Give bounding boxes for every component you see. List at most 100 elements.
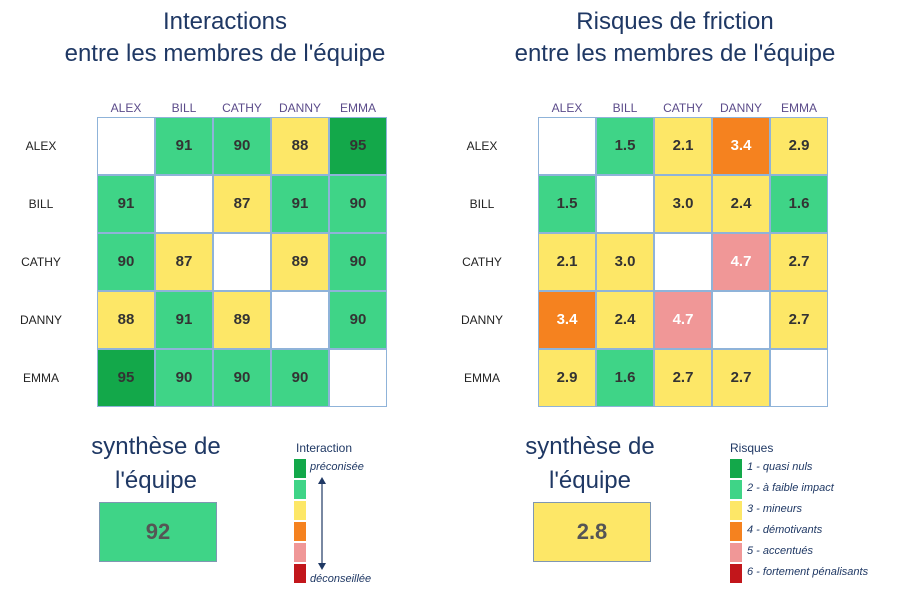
row-header: BILL	[438, 175, 538, 233]
friction-title-line1: Risques de friction	[576, 8, 774, 35]
heatmap-cell-empty	[770, 349, 828, 407]
row-header: EMMA	[0, 349, 97, 407]
legend-swatch-level5	[294, 543, 306, 562]
heatmap-cell: 95	[97, 349, 155, 407]
friction-panel: Risques de friction entre les membres de…	[450, 0, 900, 598]
column-header: CATHY	[222, 101, 262, 115]
heatmap-cell: 4.7	[654, 291, 712, 349]
legend-swatch-level4	[730, 522, 742, 541]
row-header-label: DANNY	[460, 313, 503, 327]
heatmap-cell: 90	[213, 117, 271, 175]
heatmap-cell-empty	[596, 175, 654, 233]
synthesis-label-line2: l'équipe	[115, 467, 197, 494]
heatmap-cell-empty	[329, 349, 387, 407]
row-header: BILL	[0, 175, 97, 233]
heatmap-cell: 2.7	[770, 291, 828, 349]
friction-synthesis-value: 2.8	[533, 502, 651, 562]
column-header: DANNY	[719, 101, 762, 115]
heatmap-cell: 90	[155, 349, 213, 407]
legend-swatch-level2	[294, 480, 306, 499]
legend-swatch-level1	[294, 459, 306, 478]
heatmap-cell: 87	[155, 233, 213, 291]
heatmap-cell: 89	[213, 291, 271, 349]
heatmap-cell: 87	[213, 175, 271, 233]
heatmap-cell: 2.4	[712, 175, 770, 233]
row-header-label: CATHY	[462, 255, 502, 269]
row-header: ALEX	[0, 117, 97, 175]
row-header-label: BILL	[28, 197, 54, 211]
legend-swatch-level1	[730, 459, 742, 478]
heatmap-cell: 95	[329, 117, 387, 175]
friction-legend-title: Risques	[730, 441, 774, 455]
heatmap-cell: 2.9	[770, 117, 828, 175]
column-header: CATHY	[663, 101, 703, 115]
legend-swatch-level6	[730, 564, 742, 583]
legend-swatch-level5	[730, 543, 742, 562]
legend-swatch-level3	[294, 501, 306, 520]
row-header: ALEX	[438, 117, 538, 175]
synthesis-label-line1: synthèse de	[525, 433, 655, 460]
synthesis-label-line1: synthèse de	[91, 433, 221, 460]
column-header: BILL	[612, 101, 638, 115]
heatmap-cell: 3.4	[538, 291, 596, 349]
heatmap-cell-empty	[213, 233, 271, 291]
heatmap-cell: 3.0	[596, 233, 654, 291]
interactions-synthesis-label: synthèse de l'équipe	[56, 430, 256, 498]
interactions-title-line1: Interactions	[162, 8, 288, 35]
heatmap-cell: 89	[271, 233, 329, 291]
interactions-synthesis-value: 92	[99, 502, 217, 562]
heatmap-cell-empty	[155, 175, 213, 233]
interactions-title: Interactions entre les membres de l'équi…	[0, 6, 450, 70]
heatmap-cell: 90	[97, 233, 155, 291]
row-header-label: BILL	[469, 197, 495, 211]
column-header: DANNY	[278, 101, 321, 115]
row-header: CATHY	[0, 233, 97, 291]
synthesis-label-line2: l'équipe	[549, 467, 631, 494]
legend-swatch-level3	[730, 501, 742, 520]
heatmap-cell: 1.6	[770, 175, 828, 233]
heatmap-cell: 90	[329, 175, 387, 233]
heatmap-cell: 2.9	[538, 349, 596, 407]
heatmap-cell: 1.6	[596, 349, 654, 407]
legend-swatch-level4	[294, 522, 306, 541]
row-header: EMMA	[438, 349, 538, 407]
legend-label-recommended: préconisée	[310, 461, 364, 473]
column-header: EMMA	[340, 101, 376, 115]
interactions-heatmap: ALEX BILL CATHY DANNY EMMA ALEX BILL CATHY DANNY…	[20, 101, 387, 407]
heatmap-cell: 91	[155, 117, 213, 175]
heatmap-cell: 4.7	[712, 233, 770, 291]
row-header-label: ALEX	[466, 139, 498, 153]
row-header-label: ALEX	[25, 139, 57, 153]
legend-label: 6 - fortement pénalisants	[747, 566, 869, 578]
legend-label-discouraged: déconseillée	[310, 573, 372, 585]
heatmap-cell-empty	[654, 233, 712, 291]
heatmap-cell: 2.7	[654, 349, 712, 407]
heatmap-cell: 2.4	[596, 291, 654, 349]
heatmap-cell-empty	[97, 117, 155, 175]
row-header-label: CATHY	[21, 255, 61, 269]
legend-label: 2 - à faible impact	[747, 482, 834, 494]
friction-synthesis-label: synthèse de l'équipe	[490, 430, 690, 498]
heatmap-cell: 88	[97, 291, 155, 349]
interactions-panel: Interactions entre les membres de l'équi…	[0, 0, 450, 598]
legend-label: 3 - mineurs	[747, 503, 803, 515]
heatmap-cell-empty	[712, 291, 770, 349]
legend-label: 1 - quasi nuls	[747, 461, 813, 473]
friction-title: Risques de friction entre les membres de…	[450, 6, 900, 70]
heatmap-cell-empty	[271, 291, 329, 349]
row-header-label: EMMA	[464, 371, 500, 385]
heatmap-cell: 1.5	[596, 117, 654, 175]
heatmap-cell: 90	[213, 349, 271, 407]
heatmap-cell: 91	[271, 175, 329, 233]
heatmap-cell: 91	[155, 291, 213, 349]
heatmap-cell: 2.7	[712, 349, 770, 407]
interactions-legend-title: Interaction	[296, 441, 353, 455]
row-header-label: EMMA	[23, 371, 59, 385]
interactions-title-line2: entre les membres de l'équipe	[64, 40, 386, 67]
friction-heatmap: ALEX BILL CATHY DANNY EMMA ALEX BILL CATHY DANNY…	[461, 101, 828, 407]
heatmap-cell: 2.7	[770, 233, 828, 291]
legend-swatch-level2	[730, 480, 742, 499]
legend-label: 4 - démotivants	[747, 524, 823, 536]
heatmap-cell: 2.1	[538, 233, 596, 291]
row-header: CATHY	[438, 233, 538, 291]
